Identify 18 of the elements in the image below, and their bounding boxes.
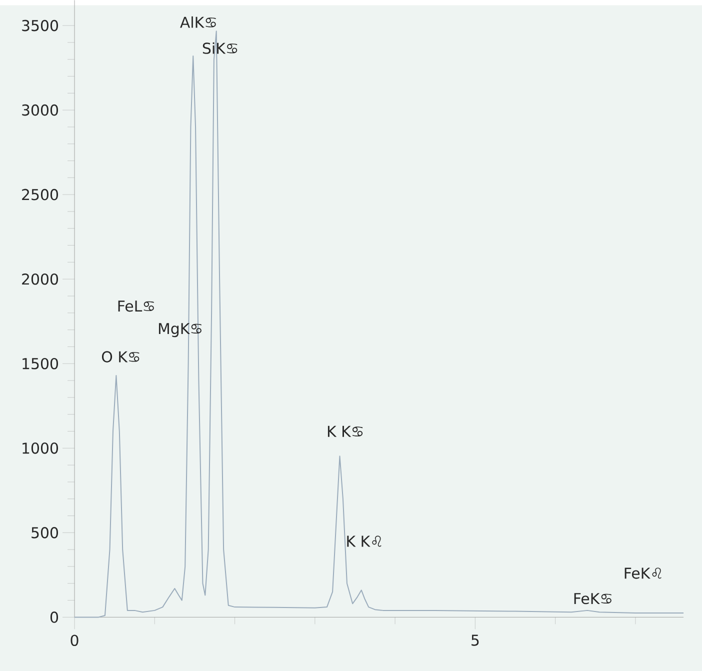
y-tick-label: 3500 xyxy=(22,20,58,32)
y-tick-label: 1000 xyxy=(22,442,58,454)
annotation: K K♌ xyxy=(347,536,382,547)
y-tick-label: 0 xyxy=(50,611,58,623)
y-tick-label: 1500 xyxy=(22,358,58,370)
y-tick-label: 2500 xyxy=(22,188,58,200)
annotation: FeL♋ xyxy=(118,300,154,312)
annotation: AlK♋ xyxy=(180,16,216,28)
y-tick-label: 3000 xyxy=(22,104,58,116)
annotation: SiK♋ xyxy=(202,42,238,54)
y-tick-label: 500 xyxy=(32,526,58,538)
annotation: K K♋ xyxy=(328,426,363,437)
x-tick-label: 5 xyxy=(472,634,479,646)
annotation: MgK♋ xyxy=(158,322,202,337)
annotation: FeK♋ xyxy=(574,592,612,604)
y-tick-label: 2000 xyxy=(22,273,58,285)
annotation: O K♋ xyxy=(102,350,140,362)
annotation: FeK♌ xyxy=(624,568,662,579)
